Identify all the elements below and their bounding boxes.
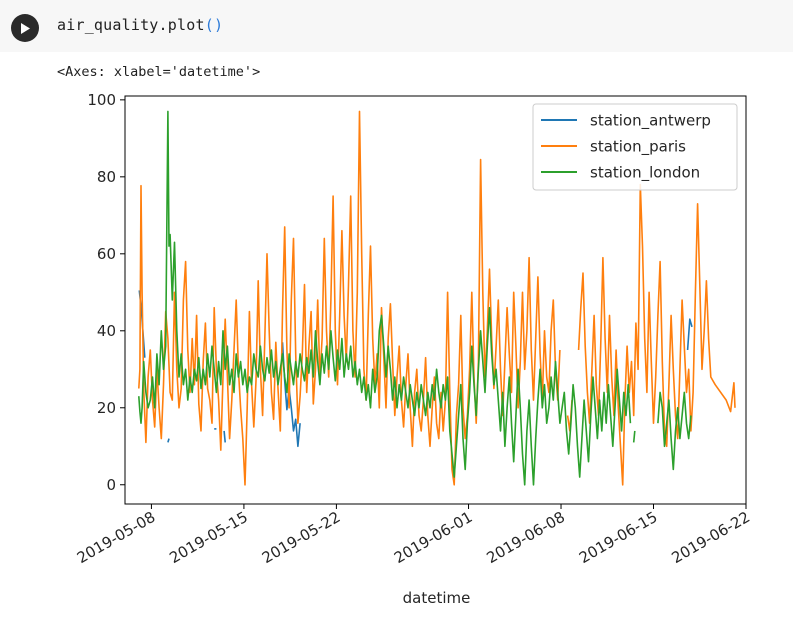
series-line-station-london-seg-2	[657, 391, 692, 471]
code-editor-line[interactable]: air_quality.plot()	[57, 16, 223, 34]
x-tick-label: 2019-06-01	[391, 508, 476, 567]
legend-entry-station-paris: station_paris	[590, 138, 686, 157]
series-line-station-antwerp-seg-5	[686, 318, 693, 351]
code-open-paren: (	[204, 16, 214, 34]
y-tick-label: 0	[106, 476, 116, 494]
y-tick-label: 80	[97, 168, 116, 186]
x-tick-label: 2019-05-22	[259, 508, 344, 567]
series-line-station-london-seg-1	[632, 430, 636, 443]
series-line-station-antwerp-seg-3	[223, 430, 226, 443]
play-icon	[21, 22, 30, 34]
y-axis: 0 20 40 60 80 100	[87, 91, 125, 494]
legend: station_antwerp station_paris station_lond…	[532, 103, 738, 191]
plot-lines	[138, 110, 736, 486]
x-tick-label: 2019-06-22	[668, 508, 753, 567]
y-tick-label: 100	[87, 91, 116, 109]
series-line-station-antwerp-seg-1	[167, 438, 170, 443]
x-tick-label: 2019-05-08	[74, 508, 159, 567]
series-line-station-paris-seg-0	[138, 110, 561, 486]
x-tick-label: 2019-05-15	[166, 508, 251, 567]
series-line-station-antwerp-seg-4	[281, 342, 301, 448]
x-axis: 2019-05-08 2019-05-15 2019-05-22 2019-06-01…	[74, 504, 753, 567]
axes-frame	[124, 95, 747, 505]
series-line-station-london-seg-0	[138, 110, 632, 486]
code-text: air_quality.plot	[57, 16, 205, 34]
x-tick-label: 2019-06-08	[483, 508, 568, 567]
y-tick-label: 60	[97, 245, 116, 263]
x-tick-label: 2019-06-15	[576, 508, 661, 567]
legend-entry-station-london: station_london	[590, 164, 700, 183]
cell-output-repr: <Axes: xlabel='datetime'>	[57, 64, 261, 80]
legend-frame	[532, 103, 738, 191]
legend-entry-station-antwerp: station_antwerp	[590, 112, 711, 131]
run-cell-button[interactable]	[11, 14, 39, 42]
code-cell[interactable]: air_quality.plot()	[0, 0, 793, 52]
code-close-paren: )	[213, 16, 224, 34]
x-axis-label: datetime	[403, 589, 471, 607]
y-tick-label: 40	[97, 322, 116, 340]
series-line-station-paris-seg-2	[577, 183, 736, 486]
y-tick-label: 20	[97, 399, 116, 417]
